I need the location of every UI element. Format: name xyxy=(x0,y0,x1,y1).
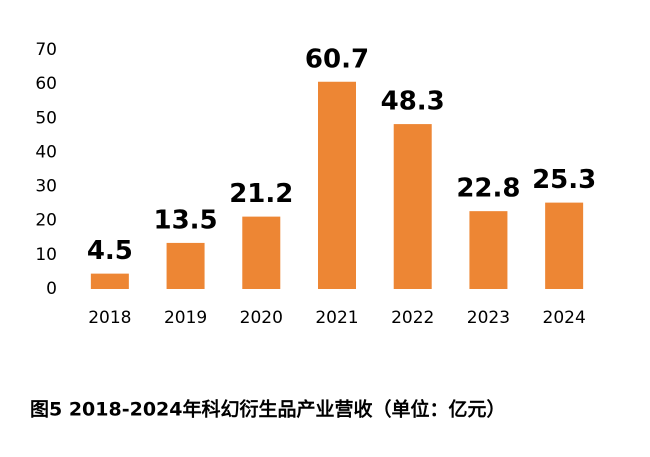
value-label: 48.3 xyxy=(381,87,445,117)
bar xyxy=(393,124,432,289)
value-label: 21.2 xyxy=(229,179,293,209)
value-label: 22.8 xyxy=(456,174,520,204)
y-tick-label: 10 xyxy=(35,245,57,265)
bar xyxy=(166,242,205,289)
value-label: 25.3 xyxy=(532,165,596,195)
value-label: 60.7 xyxy=(305,44,369,74)
y-tick-label: 50 xyxy=(35,108,57,128)
chart-title: 图5 2018-2024年科幻衍生品产业营收（单位：亿元） xyxy=(30,398,505,421)
x-tick-label: 2023 xyxy=(467,308,510,328)
bar xyxy=(469,211,508,289)
bar xyxy=(318,81,356,289)
value-label: 4.5 xyxy=(87,236,133,266)
bar xyxy=(242,216,281,289)
y-tick-label: 60 xyxy=(35,74,57,94)
bar xyxy=(545,202,584,289)
x-tick-label: 2018 xyxy=(88,308,131,328)
value-label: 13.5 xyxy=(153,205,217,235)
x-tick-label: 2019 xyxy=(164,308,207,328)
y-tick-label: 20 xyxy=(35,211,57,231)
y-tick-label: 0 xyxy=(46,279,57,299)
y-tick-label: 40 xyxy=(35,142,57,162)
y-tick-label: 30 xyxy=(35,177,57,197)
y-tick-label: 70 xyxy=(35,40,57,60)
x-tick-label: 2022 xyxy=(391,308,434,328)
x-tick-label: 2021 xyxy=(315,308,358,328)
x-tick-label: 2024 xyxy=(543,308,586,328)
bar xyxy=(90,273,129,289)
x-tick-label: 2020 xyxy=(240,308,283,328)
